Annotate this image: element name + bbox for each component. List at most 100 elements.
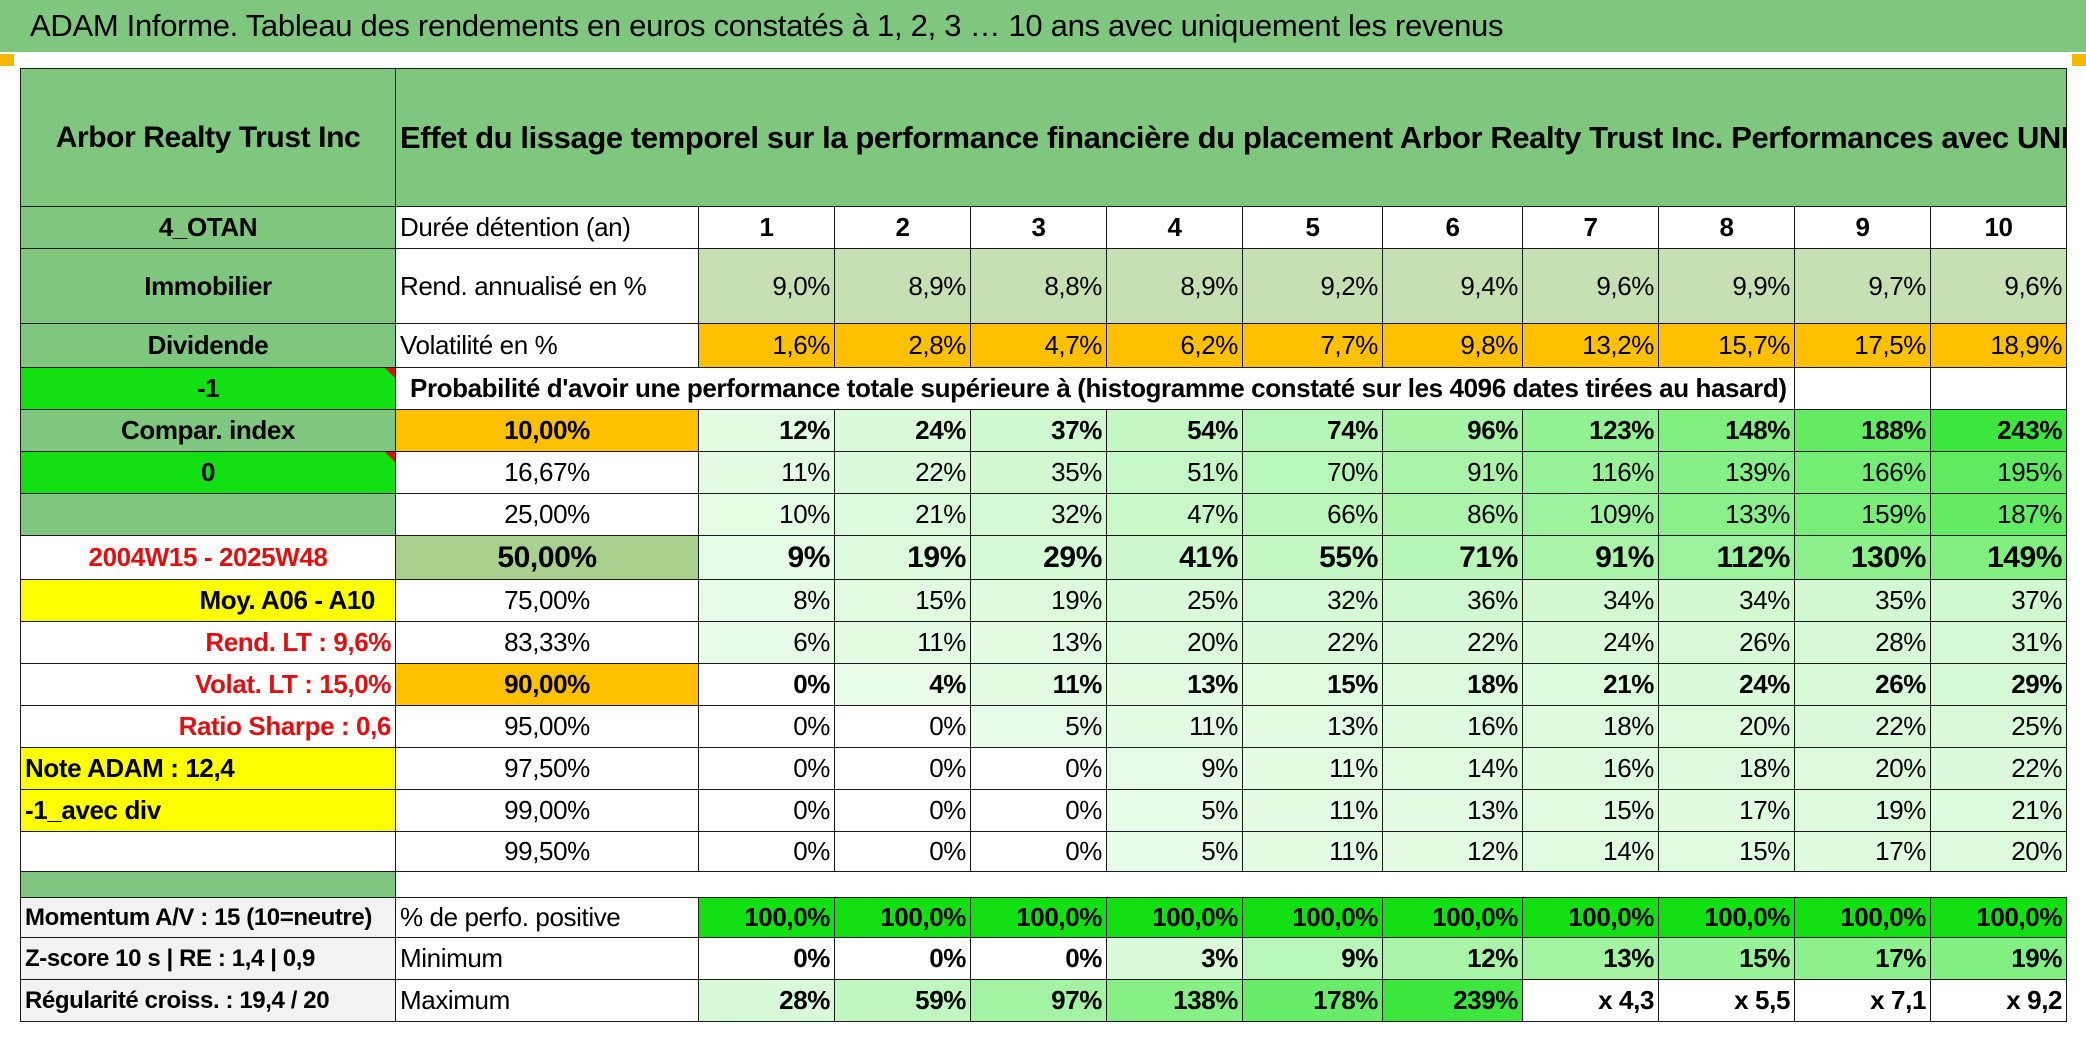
probability-cell: 29% [970,535,1107,580]
probability-cell: 12% [698,409,835,452]
probability-cell: 11% [970,663,1107,706]
probability-cell: 159% [1794,493,1931,536]
probability-cell: 8% [698,579,835,622]
probability-cell: 70% [1242,451,1383,494]
minimum-cell: 17% [1794,937,1931,980]
probability-cell: 19% [970,579,1107,622]
positive-cell: 100,0% [1929,897,2068,938]
rend-cell: 9,4% [1382,248,1523,324]
positive-cell: 100,0% [834,897,971,938]
probability-cell: 11% [1242,747,1383,790]
maximum-cell: 59% [834,979,971,1022]
minimum-cell: 12% [1382,937,1523,980]
maximum-label: Maximum [395,979,699,1022]
year-header: 8 [1658,206,1795,249]
probability-cell: 20% [1658,705,1795,748]
probability-cell: 22% [1929,747,2068,790]
volat-cell: 4,7% [970,323,1107,368]
maximum-cell: 28% [698,979,835,1022]
probability-cell: 139% [1658,451,1795,494]
duration-label: Durée détention (an) [395,206,699,249]
probability-cell: 55% [1242,535,1383,580]
minus-one-flag: -1 [20,367,396,410]
probability-cell: 4% [834,663,971,706]
probability-cell: 109% [1522,493,1659,536]
probability-cell: 25% [1106,579,1243,622]
probability-cell: 13% [1382,789,1523,832]
probability-cell: 10% [698,493,835,536]
probability-cell: 24% [1522,621,1659,664]
probability-cell: 15% [1242,663,1383,706]
probability-cell: 19% [834,535,971,580]
probability-cell: 0% [834,747,971,790]
probability-cell: 16% [1382,705,1523,748]
probability-cell: 0% [698,747,835,790]
probability-cell: 18% [1658,747,1795,790]
probability-cell: 0% [970,789,1107,832]
probability-cell: 11% [834,621,971,664]
probability-cell: 22% [1382,621,1523,664]
probability-cell: 71% [1382,535,1523,580]
rend-lt: Rend. LT : 9,6% [20,621,396,664]
regularite-label: Régularité croiss. : 19,4 / 20 [20,979,396,1022]
rend-label: Rend. annualisé en % [395,248,699,324]
probability-cell: 0% [834,705,971,748]
positive-cell: 100,0% [1242,897,1383,938]
rend-cell: 9,9% [1658,248,1795,324]
probability-cell: 36% [1382,579,1523,622]
rend-cell: 8,9% [834,248,971,324]
rend-cell: 9,2% [1242,248,1383,324]
volat-cell: 9,8% [1382,323,1523,368]
volat-cell: 6,2% [1106,323,1243,368]
year-header: 5 [1242,206,1383,249]
sector-label: Immobilier [20,248,396,324]
maximum-cell: 97% [970,979,1107,1022]
probability-cell: 0% [698,789,835,832]
probability-cell: 20% [1106,621,1243,664]
volat-cell: 13,2% [1522,323,1659,368]
probability-cell: 37% [970,409,1107,452]
probability-cell: 13% [970,621,1107,664]
performance-table: Arbor Realty Trust Inc Effet du lissage … [20,68,2068,1022]
probability-cell: 26% [1794,663,1931,706]
minimum-cell: 9% [1242,937,1383,980]
percentile-label: 16,67% [395,451,699,494]
year-header: 6 [1382,206,1523,249]
volat-cell: 7,7% [1242,323,1383,368]
year-header: 9 [1794,206,1931,249]
probability-cell: 188% [1794,409,1931,452]
year-header: 1 [698,206,835,249]
blank-side-cell [20,831,396,872]
percentile-label: 97,50% [395,747,699,790]
volat-label: Volatilité en % [395,323,699,368]
probability-cell: 26% [1658,621,1795,664]
probability-cell: 35% [1794,579,1931,622]
momentum-label: Momentum A/V : 15 (10=neutre) [20,897,396,938]
probability-cell: 22% [834,451,971,494]
percentile-label: 10,00% [395,409,699,452]
minimum-cell: 19% [1929,937,2068,980]
corner-marker-left [0,54,14,66]
probability-cell: 29% [1929,663,2068,706]
probability-cell: 21% [1522,663,1659,706]
rend-cell: 8,8% [970,248,1107,324]
minimum-cell: 0% [698,937,835,980]
probability-cell: 37% [1929,579,2068,622]
minimum-cell: 15% [1658,937,1795,980]
year-header: 2 [834,206,971,249]
ratio-sharpe: Ratio Sharpe : 0,6 [20,705,396,748]
percentile-label: 75,00% [395,579,699,622]
probability-cell: 35% [970,451,1107,494]
probability-cell: 14% [1522,831,1659,872]
percentile-label: 99,50% [395,831,699,872]
positive-cell: 100,0% [1658,897,1795,938]
probability-cell: 148% [1658,409,1795,452]
probability-cell: 13% [1242,705,1383,748]
maximum-cell: 138% [1106,979,1243,1022]
minimum-label: Minimum [395,937,699,980]
probability-cell: 187% [1929,493,2068,536]
minimum-cell: 13% [1522,937,1659,980]
probability-cell: 19% [1794,789,1931,832]
probability-cell: 6% [698,621,835,664]
probability-cell: 15% [1522,789,1659,832]
